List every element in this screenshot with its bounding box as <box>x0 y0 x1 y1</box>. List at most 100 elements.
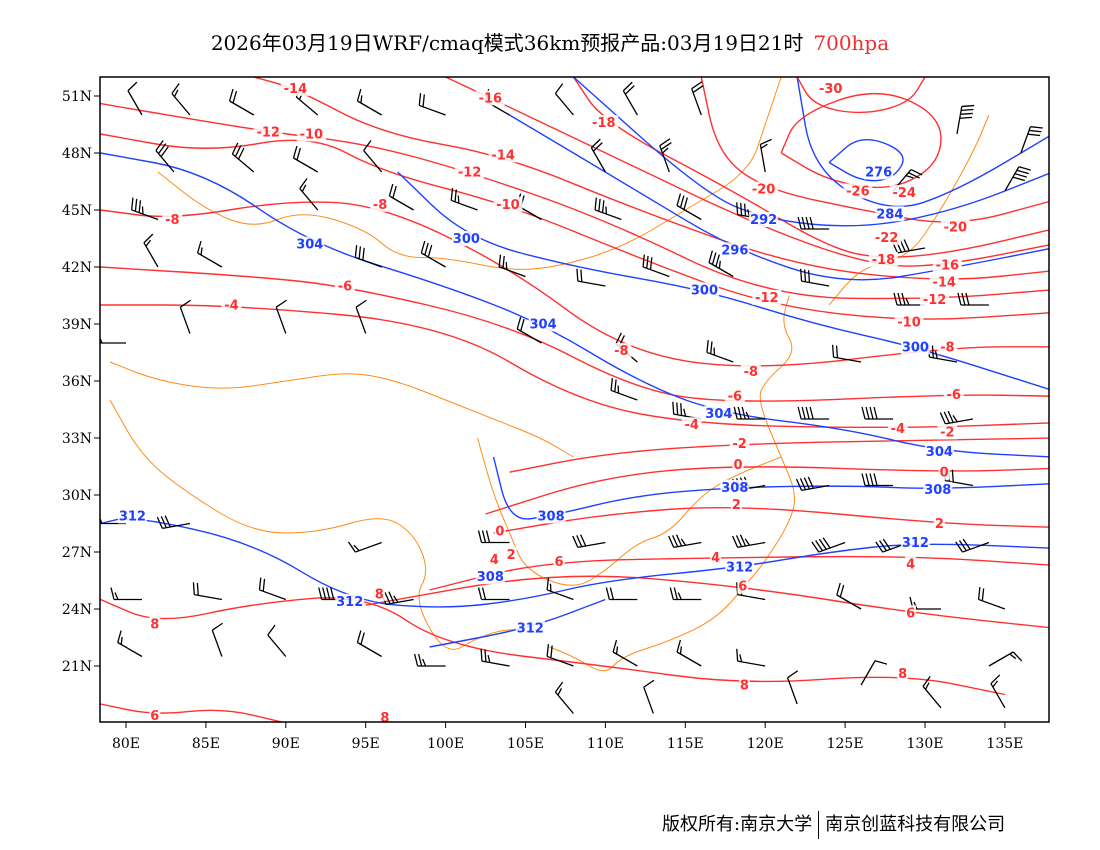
copyright-left: 版权所有:南京大学 <box>662 814 813 835</box>
wind-barb <box>676 193 702 221</box>
y-tick-label: 51N <box>62 89 92 105</box>
height-label: 300 <box>691 283 718 298</box>
isotherm-label: 2 <box>507 548 516 563</box>
isotherm-2 <box>493 506 1049 534</box>
isotherm--14 <box>253 77 1049 280</box>
y-tick-label: 36N <box>62 374 92 390</box>
wind-barb <box>797 216 830 230</box>
y-tick-label: 45N <box>62 203 92 219</box>
isotherm-label: -14 <box>932 276 956 291</box>
isotherm-8 <box>100 597 1006 696</box>
isotherm-label: -14 <box>284 82 308 97</box>
wind-barb <box>1004 166 1031 192</box>
x-tick-label: 80E <box>112 736 140 752</box>
isotherm-label: 0 <box>940 466 949 481</box>
wind-barb <box>356 630 383 658</box>
map-title: 2026年03月19日WRF/cmaq模式36km预报产品:03月19日21时 7… <box>0 27 1100 56</box>
y-tick-label: 24N <box>62 602 92 618</box>
height-label: 308 <box>477 570 504 585</box>
height-label: 312 <box>517 622 544 637</box>
isotherm-label: 8 <box>375 587 384 602</box>
wind-barb <box>498 254 526 278</box>
x-tick-label: 120E <box>747 736 784 752</box>
wind-barb <box>546 577 574 601</box>
isotherm-6 <box>365 575 1049 629</box>
height-label: 308 <box>924 483 951 498</box>
isotherm-label: 6 <box>738 580 747 595</box>
wind-barb <box>355 299 367 334</box>
height-contour-296 <box>509 114 1049 281</box>
wind-barb <box>171 83 191 116</box>
wind-barb <box>836 582 862 610</box>
isotherm--16 <box>445 77 1049 267</box>
x-tick-label: 115E <box>667 736 704 752</box>
isotherm-label: -10 <box>496 198 520 213</box>
wind-barb <box>413 653 446 667</box>
isotherm-label: 0 <box>495 525 504 540</box>
wind-barb <box>1020 126 1043 154</box>
wind-barb <box>127 81 143 116</box>
isotherm--2 <box>509 437 1049 473</box>
wind-barb <box>477 587 510 601</box>
x-tick-label: 100E <box>427 736 464 752</box>
wind-barb <box>988 651 1023 667</box>
height-contour-312 <box>100 518 1049 608</box>
isotherm-label: 6 <box>555 555 564 570</box>
wind-barb <box>179 299 191 334</box>
x-tick-label: 110E <box>587 736 624 752</box>
height-label: 312 <box>119 509 146 524</box>
wind-barb <box>861 473 894 487</box>
wind-barb <box>733 406 766 420</box>
wind-barb <box>211 622 223 657</box>
isotherm-label: -18 <box>872 253 896 268</box>
wind-barb <box>706 340 734 363</box>
isotherm-label: -10 <box>300 128 324 143</box>
isotherm-label: -6 <box>947 388 961 403</box>
isotherm--24 <box>780 93 942 189</box>
y-tick-label: 27N <box>62 545 92 561</box>
isotherm-label: -4 <box>224 299 238 314</box>
isotherm-label: -12 <box>923 293 947 308</box>
isotherm-label: -12 <box>458 166 482 181</box>
wind-barb <box>418 93 446 116</box>
wind-barb <box>576 268 606 287</box>
province-borders <box>109 77 990 672</box>
wind-barb <box>731 534 766 549</box>
wind-barb <box>797 406 830 420</box>
wind-barb <box>267 624 287 657</box>
temperature-contours <box>100 77 1049 722</box>
x-tick-label: 130E <box>907 736 944 752</box>
wind-barb <box>977 587 1006 610</box>
title-main: 2026年03月19日WRF/cmaq模式36km预报产品:03月19日21时 <box>210 31 804 55</box>
isotherm-label: -8 <box>614 344 628 359</box>
y-tick-label: 48N <box>62 146 92 162</box>
x-tick-label: 85E <box>192 736 220 752</box>
wind-barb <box>786 670 799 705</box>
height-label: 308 <box>721 481 748 496</box>
wind-barb <box>956 104 975 135</box>
wind-barb <box>480 648 510 667</box>
height-contour-300 <box>397 171 1049 391</box>
isotherm--30 <box>796 77 926 114</box>
wind-barb <box>610 378 638 401</box>
pressure-level: 700hpa <box>813 31 890 55</box>
isotherm-label: -10 <box>897 316 921 331</box>
wind-barb <box>420 240 446 268</box>
wind-barb <box>831 344 862 363</box>
isotherm-label: -8 <box>373 198 387 213</box>
isotherm-label: 6 <box>906 606 915 621</box>
height-label: 312 <box>336 595 363 610</box>
border-line <box>549 295 795 672</box>
y-tick-label: 39N <box>62 317 92 333</box>
height-label: 312 <box>902 536 929 551</box>
isotherm-label: -16 <box>936 259 960 274</box>
wind-barb <box>554 681 574 714</box>
wind-barb <box>708 250 734 278</box>
isotherm-label: -22 <box>875 231 899 246</box>
wind-barb <box>612 639 638 667</box>
wind-barb <box>594 197 622 221</box>
isotherm-label: 6 <box>150 709 159 724</box>
isotherm-label: -12 <box>755 291 779 306</box>
copyright: 版权所有:南京大学 南京创蓝科技有限公司 <box>662 810 1005 839</box>
